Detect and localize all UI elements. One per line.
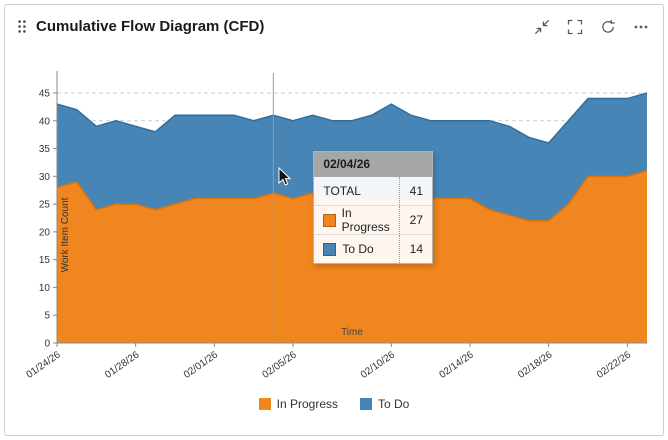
svg-text:10: 10 [39, 283, 51, 294]
fullscreen-icon[interactable] [567, 19, 583, 35]
grip-dots-icon [18, 20, 26, 33]
widget-toolbar [534, 19, 649, 35]
chart-tooltip: 02/04/26 TOTAL 41 In Progress 27 To Do 1… [313, 151, 434, 264]
drag-handle-icon[interactable] [17, 19, 27, 34]
svg-text:01/28/26: 01/28/26 [103, 349, 142, 381]
tooltip-row-in-progress: In Progress 27 [314, 205, 433, 234]
svg-text:Work Item Count: Work Item Count [60, 197, 71, 272]
tooltip-in-progress-value: 27 [399, 206, 432, 234]
collapse-icon[interactable] [534, 19, 550, 35]
chart-legend: In Progress To Do [5, 397, 663, 411]
refresh-icon[interactable] [600, 19, 616, 35]
cfd-widget: Cumulative Flow Diagram (CFD) [4, 4, 664, 436]
legend-item-in-progress[interactable]: In Progress [258, 397, 338, 411]
tooltip-row-to-do: To Do 14 [314, 234, 433, 263]
tooltip-to-do-value: 14 [399, 235, 432, 263]
svg-text:01/24/26: 01/24/26 [25, 349, 64, 381]
tooltip-in-progress-label: In Progress [341, 206, 390, 234]
svg-text:5: 5 [44, 311, 50, 322]
svg-text:02/10/26: 02/10/26 [359, 349, 398, 381]
widget-header: Cumulative Flow Diagram (CFD) [5, 5, 663, 41]
tooltip-row-total: TOTAL 41 [314, 177, 432, 205]
to-do-legend-swatch-icon [360, 398, 372, 410]
svg-text:30: 30 [39, 172, 51, 183]
svg-text:15: 15 [39, 255, 51, 266]
to-do-swatch-icon [323, 242, 337, 256]
svg-text:02/14/26: 02/14/26 [438, 349, 477, 381]
widget-title: Cumulative Flow Diagram (CFD) [36, 18, 265, 35]
svg-text:45: 45 [39, 89, 51, 100]
in-progress-legend-swatch-icon [258, 398, 271, 410]
svg-text:40: 40 [39, 116, 51, 127]
legend-item-to-do[interactable]: To Do [360, 397, 409, 411]
svg-text:02/18/26: 02/18/26 [516, 349, 555, 381]
svg-text:25: 25 [39, 200, 51, 211]
legend-in-progress-label: In Progress [276, 397, 338, 411]
svg-text:02/01/26: 02/01/26 [182, 349, 221, 381]
legend-to-do-label: To Do [378, 397, 410, 411]
tooltip-total-label: TOTAL [323, 184, 361, 198]
more-options-icon[interactable] [633, 19, 649, 35]
svg-text:35: 35 [39, 144, 51, 155]
svg-text:20: 20 [39, 227, 51, 238]
tooltip-date: 02/04/26 [314, 152, 433, 177]
svg-text:0: 0 [44, 339, 50, 350]
svg-text:Time: Time [341, 327, 363, 338]
in-progress-swatch-icon [323, 213, 336, 227]
tooltip-to-do-label: To Do [342, 242, 374, 256]
chart-area: 0 5 10 15 20 25 30 35 40 45 01/24/26 01/28/26 02/01/… [5, 43, 663, 393]
tooltip-total-value: 41 [399, 177, 432, 205]
svg-text:02/22/26: 02/22/26 [595, 349, 634, 381]
svg-text:02/05/26: 02/05/26 [261, 349, 300, 381]
